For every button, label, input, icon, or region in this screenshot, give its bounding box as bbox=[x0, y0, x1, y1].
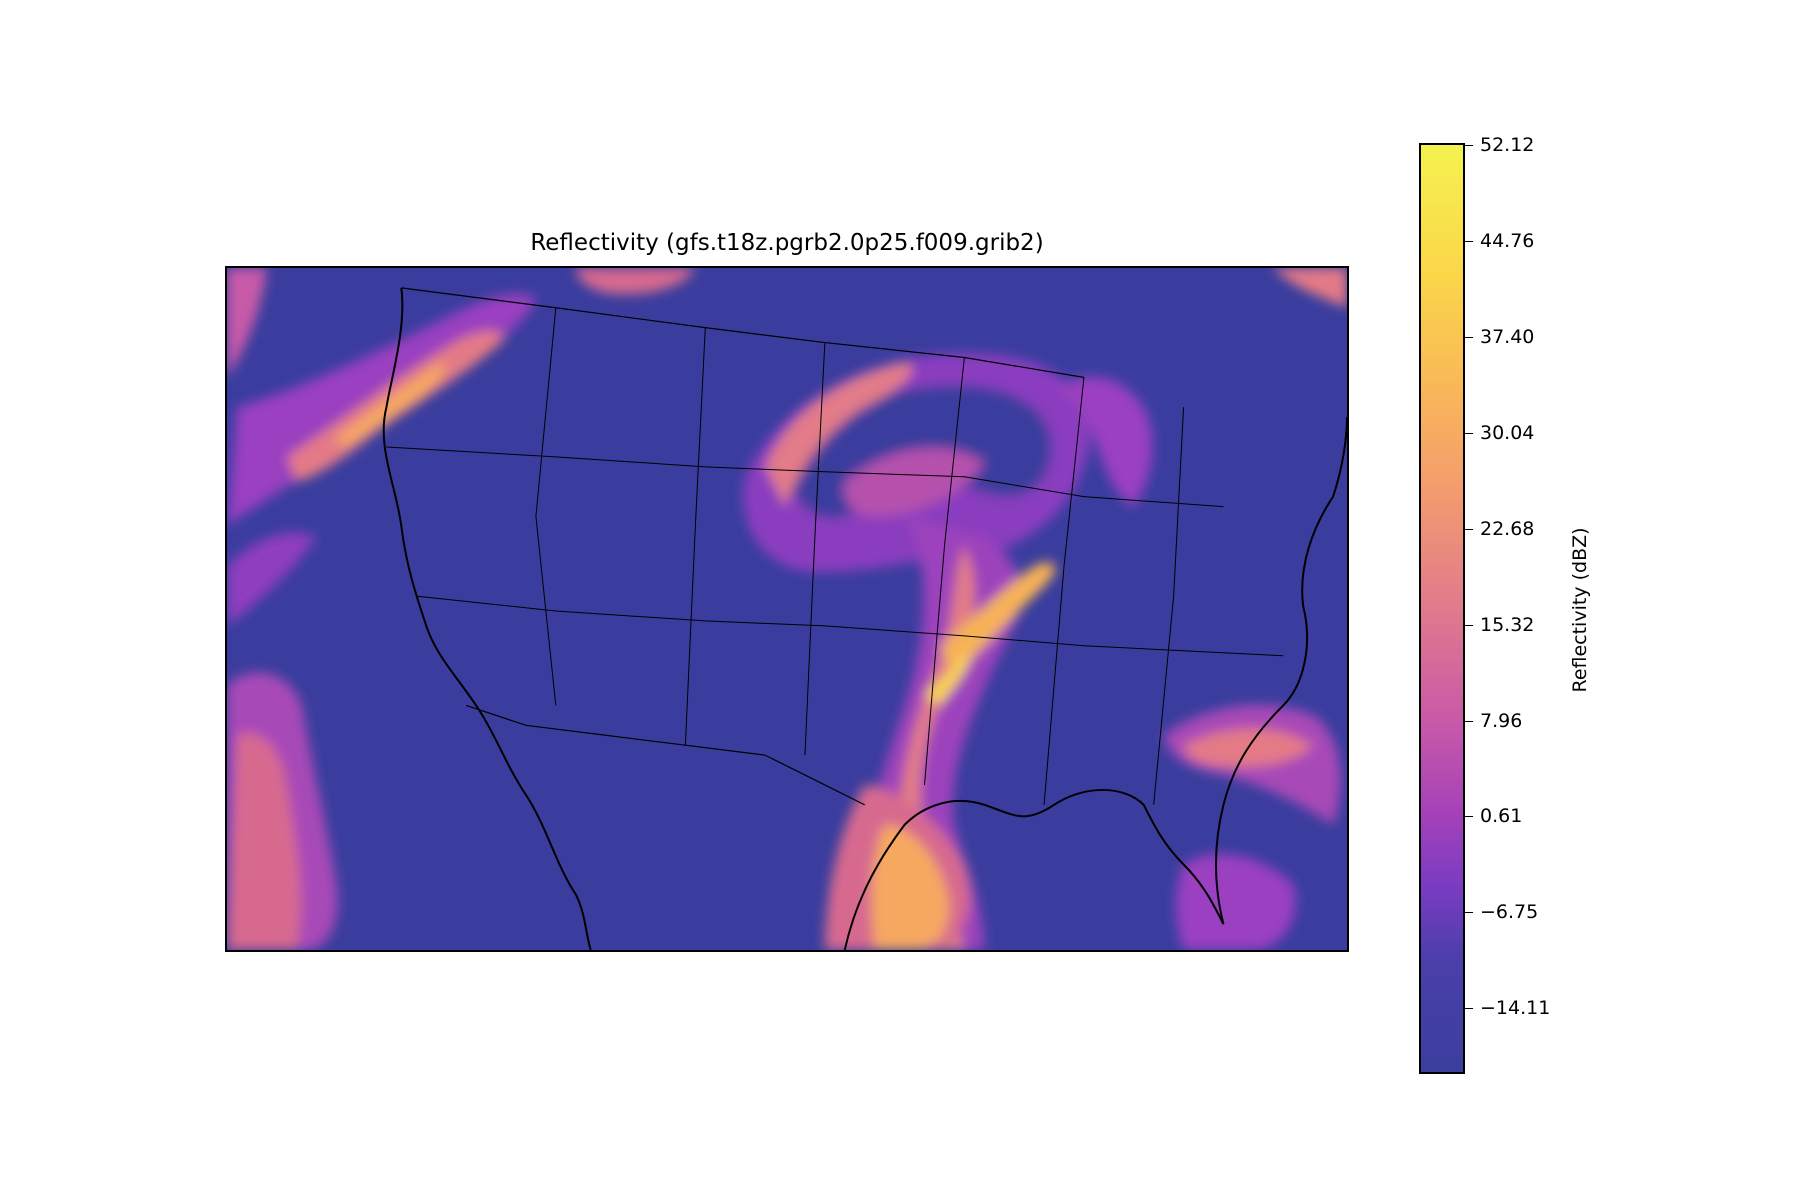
boundaries bbox=[382, 287, 1347, 950]
reflectivity-map bbox=[227, 268, 1347, 950]
map-panel[interactable] bbox=[225, 266, 1349, 952]
colorbar-tick bbox=[1465, 1008, 1473, 1010]
colorbar bbox=[1419, 143, 1465, 1074]
colorbar-tick bbox=[1465, 912, 1473, 914]
canada-border bbox=[401, 287, 1085, 378]
colorbar-tick-label: 30.04 bbox=[1480, 421, 1535, 444]
map-title: Reflectivity (gfs.t18z.pgrb2.0p25.f009.g… bbox=[530, 230, 1044, 256]
colorbar-tick-label: 52.12 bbox=[1480, 134, 1535, 156]
colorbar-tick-label: 7.96 bbox=[1480, 709, 1523, 732]
colorbar-tick bbox=[1465, 816, 1473, 818]
gulf-coast bbox=[843, 789, 1225, 950]
colorbar-tick bbox=[1465, 240, 1473, 242]
state-lines bbox=[386, 307, 1284, 805]
colorbar-tick-label: 37.40 bbox=[1480, 325, 1535, 348]
colorbar-tick-label: −14.11 bbox=[1480, 997, 1551, 1020]
colorbar-tick bbox=[1465, 145, 1473, 146]
colorbar-label: Reflectivity (dBZ) bbox=[1569, 527, 1591, 693]
reflectivity-field bbox=[227, 268, 1347, 950]
colorbar-tick-label: 15.32 bbox=[1480, 613, 1535, 636]
colorbar-tick bbox=[1465, 720, 1473, 722]
colorbar-tick-label: 0.61 bbox=[1480, 805, 1523, 828]
atlantic-coast bbox=[1214, 417, 1347, 925]
colorbar-tick-label: 44.76 bbox=[1480, 229, 1535, 252]
colorbar-tick-label: −6.75 bbox=[1480, 901, 1539, 924]
pacific-coast bbox=[382, 287, 592, 950]
colorbar-tick bbox=[1465, 528, 1473, 530]
colorbar-tick bbox=[1465, 432, 1473, 434]
colorbar-tick-label: 22.68 bbox=[1480, 517, 1535, 540]
colorbar-tick bbox=[1465, 336, 1473, 338]
colorbar-tick bbox=[1465, 624, 1473, 626]
